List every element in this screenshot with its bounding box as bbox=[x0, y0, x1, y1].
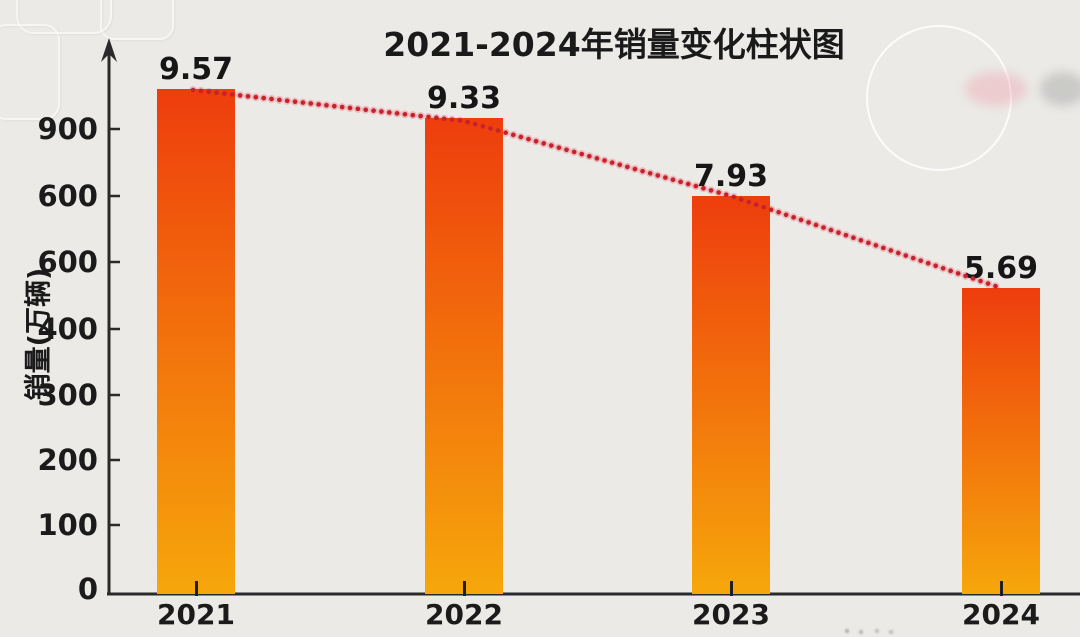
bar-2021 bbox=[157, 89, 235, 594]
bar-2022 bbox=[425, 118, 503, 594]
y-tick-label: 600 bbox=[37, 179, 98, 213]
chart-title: 2021-2024年销量变化柱状图 bbox=[383, 25, 845, 64]
x-tick-label: 2021 bbox=[157, 598, 235, 631]
y-tick-label: 0 bbox=[77, 572, 98, 606]
y-axis-arrow-icon bbox=[101, 38, 117, 62]
y-tick-label: 200 bbox=[37, 443, 98, 477]
watermark-gray-blob bbox=[1040, 72, 1080, 106]
y-tick-label: 100 bbox=[37, 508, 98, 542]
watermark-circle bbox=[866, 25, 1012, 171]
bar-value-label: 5.69 bbox=[963, 251, 1039, 286]
bar-value-label: 9.33 bbox=[426, 81, 502, 116]
y-tick-label: 600 bbox=[37, 245, 98, 279]
bar-2024 bbox=[962, 288, 1040, 594]
bar-value-label: 9.57 bbox=[158, 52, 234, 87]
y-tick-label: 400 bbox=[37, 312, 98, 346]
x-axis-bar-tick bbox=[730, 581, 733, 596]
y-tick-label: 300 bbox=[37, 378, 98, 412]
trend-line bbox=[190, 87, 1004, 291]
watermark-pink-blob bbox=[965, 72, 1027, 106]
cutoff-caption-smudge bbox=[845, 629, 849, 633]
x-tick-label: 2023 bbox=[692, 598, 770, 631]
x-tick-label: 2024 bbox=[962, 598, 1040, 631]
x-tick-label: 2022 bbox=[425, 598, 503, 631]
y-tick-label: 900 bbox=[37, 112, 98, 146]
bar-value-label: 7.93 bbox=[693, 159, 769, 194]
bar-2023 bbox=[692, 196, 770, 594]
watermark-emboss-shape bbox=[16, 0, 112, 34]
x-axis-bar-tick bbox=[195, 581, 198, 596]
x-axis-bar-tick bbox=[1000, 581, 1003, 596]
x-axis-bar-tick bbox=[463, 581, 466, 596]
